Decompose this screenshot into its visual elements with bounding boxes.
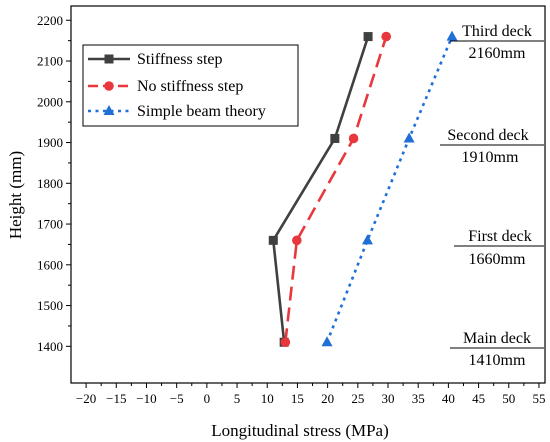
data-point-no-stiffness-step bbox=[348, 133, 359, 144]
x-tick-label: 10 bbox=[261, 391, 274, 406]
data-point-no-stiffness-step bbox=[381, 31, 391, 42]
data-point-simple-beam-theory bbox=[361, 234, 373, 245]
data-point-stiffness-step bbox=[363, 32, 373, 42]
x-tick-label: −20 bbox=[76, 391, 96, 406]
data-point-simple-beam-theory bbox=[403, 132, 415, 143]
y-tick-label: 2100 bbox=[37, 54, 63, 69]
x-tick-label: 5 bbox=[234, 391, 241, 406]
data-point-no-stiffness-step bbox=[292, 235, 302, 246]
legend-marker-stiffness-step bbox=[104, 54, 114, 64]
series-line-stiffness-step bbox=[271, 36, 370, 343]
x-axis-title: Longitudinal stress (MPa) bbox=[211, 421, 389, 440]
y-axis-title: Height (mm) bbox=[6, 151, 25, 239]
data-point-stiffness-step bbox=[330, 133, 340, 143]
deck-value-third: 2160mm bbox=[469, 45, 526, 62]
y-tick-label: 1900 bbox=[37, 135, 63, 150]
x-tick-label: 50 bbox=[502, 391, 515, 406]
data-point-simple-beam-theory bbox=[321, 336, 333, 347]
data-point-simple-beam-theory bbox=[446, 30, 458, 41]
deck-value-second: 1910mm bbox=[462, 149, 519, 166]
x-tick-label: 25 bbox=[351, 391, 364, 406]
y-tick-label: 2200 bbox=[37, 13, 63, 28]
data-point-no-stiffness-step bbox=[280, 337, 291, 348]
x-tick-label: 15 bbox=[291, 391, 304, 406]
legend-label-stiffness-step: Stiffness step bbox=[137, 51, 222, 68]
data-point-stiffness-step bbox=[268, 235, 278, 245]
y-tick-label: 1400 bbox=[37, 339, 63, 354]
legend-marker-no-stiffness-step bbox=[104, 81, 114, 91]
series-layer bbox=[268, 30, 458, 348]
x-tick-label: 30 bbox=[382, 391, 395, 406]
x-tick-label: 35 bbox=[412, 391, 425, 406]
legend-markers bbox=[103, 54, 115, 115]
y-tick-label: 1800 bbox=[37, 176, 63, 191]
y-tick-label: 1600 bbox=[37, 257, 63, 272]
y-axis-ticks: 1400 1500 1600 1700 1800 1900 2000 2100 2200 bbox=[37, 13, 71, 354]
plot-frame bbox=[70, 5, 546, 384]
x-tick-label: −15 bbox=[106, 391, 126, 406]
legend: Stiffness step No stiffness step Simple … bbox=[82, 44, 299, 127]
x-tick-label: 0 bbox=[204, 391, 211, 406]
x-tick-label: −5 bbox=[170, 391, 184, 406]
series-line-simple-beam-theory bbox=[325, 36, 454, 343]
legend-marker-simple-beam-theory bbox=[103, 105, 115, 115]
x-tick-label: 55 bbox=[532, 391, 545, 406]
series-line-no-stiffness-step bbox=[284, 36, 388, 343]
x-tick-label: 45 bbox=[472, 391, 485, 406]
x-tick-label: 20 bbox=[321, 391, 334, 406]
deck-title-first: First deck bbox=[468, 228, 532, 245]
x-axis-ticks: −20 −15 −10 −5 0 5 10 15 20 25 30 35 40 45 50 55 bbox=[76, 383, 545, 406]
legend-label-no-stiffness-step: No stiffness step bbox=[137, 78, 243, 95]
deck-value-first: 1660mm bbox=[469, 251, 526, 268]
deck-value-main: 1410mm bbox=[469, 352, 526, 369]
legend-label-simple-beam-theory: Simple beam theory bbox=[137, 103, 266, 120]
deck-title-main: Main deck bbox=[463, 330, 531, 347]
y-tick-label: 1700 bbox=[37, 217, 63, 232]
y-tick-label: 2000 bbox=[37, 94, 63, 109]
deck-title-third: Third deck bbox=[462, 23, 532, 40]
deck-title-second: Second deck bbox=[447, 127, 528, 144]
x-tick-label: 40 bbox=[442, 391, 455, 406]
x-tick-label: −10 bbox=[136, 391, 156, 406]
y-tick-label: 1500 bbox=[37, 298, 63, 313]
deck-annotations: Third deck 2160mm Second deck 1910mm Fir… bbox=[440, 23, 544, 369]
